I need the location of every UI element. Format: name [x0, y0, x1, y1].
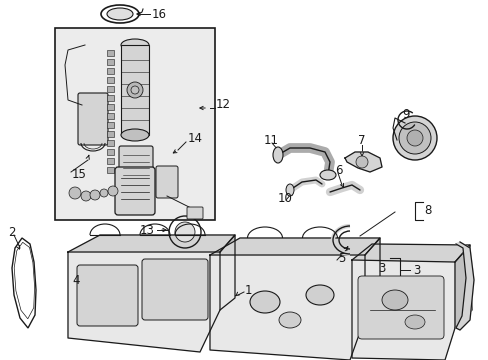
Text: 6: 6: [334, 163, 342, 176]
Circle shape: [392, 116, 436, 160]
Polygon shape: [209, 238, 379, 255]
Text: 2: 2: [8, 225, 16, 238]
FancyBboxPatch shape: [156, 166, 178, 198]
Ellipse shape: [319, 170, 335, 180]
Circle shape: [175, 222, 195, 242]
Bar: [107, 149, 114, 155]
Ellipse shape: [121, 129, 149, 141]
Circle shape: [108, 186, 118, 196]
Text: 12: 12: [216, 99, 230, 112]
Circle shape: [406, 130, 422, 146]
Ellipse shape: [305, 285, 333, 305]
Circle shape: [100, 189, 108, 197]
Text: 10: 10: [278, 192, 292, 204]
Bar: [107, 86, 114, 92]
Polygon shape: [68, 252, 220, 352]
Ellipse shape: [279, 312, 301, 328]
Ellipse shape: [381, 290, 407, 310]
Circle shape: [355, 156, 367, 168]
Text: 1: 1: [244, 284, 252, 297]
Bar: [107, 50, 114, 56]
Circle shape: [131, 86, 139, 94]
FancyBboxPatch shape: [119, 146, 153, 188]
Polygon shape: [364, 238, 379, 318]
FancyBboxPatch shape: [357, 276, 443, 339]
Text: 13: 13: [140, 224, 155, 237]
Bar: [121, 45, 149, 135]
Ellipse shape: [272, 147, 283, 163]
Ellipse shape: [285, 184, 293, 196]
Polygon shape: [454, 245, 471, 328]
Bar: [107, 131, 114, 137]
Bar: [107, 167, 114, 173]
Polygon shape: [68, 235, 235, 252]
Text: 8: 8: [423, 203, 430, 216]
Bar: [107, 59, 114, 65]
Text: 5: 5: [337, 252, 345, 265]
FancyBboxPatch shape: [78, 93, 108, 145]
FancyBboxPatch shape: [142, 259, 207, 320]
Text: 3: 3: [377, 261, 385, 274]
FancyBboxPatch shape: [186, 207, 203, 219]
FancyBboxPatch shape: [115, 167, 155, 215]
Text: 15: 15: [72, 168, 87, 181]
Ellipse shape: [107, 8, 133, 20]
Ellipse shape: [249, 291, 280, 313]
Text: 14: 14: [187, 131, 203, 144]
Circle shape: [398, 122, 430, 154]
Circle shape: [127, 82, 142, 98]
Polygon shape: [220, 235, 235, 310]
Bar: [107, 140, 114, 146]
Circle shape: [90, 190, 100, 200]
Bar: [55, 28, 215, 220]
Bar: [107, 158, 114, 164]
Bar: [107, 113, 114, 119]
Text: 9: 9: [401, 108, 408, 122]
Ellipse shape: [121, 39, 149, 51]
Circle shape: [81, 191, 91, 201]
Text: 16: 16: [152, 8, 167, 21]
Text: 3: 3: [412, 264, 420, 276]
Bar: [107, 104, 114, 110]
Text: 7: 7: [357, 134, 365, 147]
FancyBboxPatch shape: [77, 265, 138, 326]
Ellipse shape: [404, 315, 424, 329]
Polygon shape: [209, 255, 364, 360]
Polygon shape: [351, 244, 469, 262]
Polygon shape: [345, 152, 381, 172]
Bar: [107, 95, 114, 101]
Text: 4: 4: [72, 274, 80, 287]
Polygon shape: [455, 242, 473, 330]
Circle shape: [69, 187, 81, 199]
Bar: [107, 77, 114, 83]
Bar: [107, 68, 114, 74]
Polygon shape: [351, 260, 454, 360]
Text: 11: 11: [264, 134, 279, 147]
Bar: [107, 122, 114, 128]
